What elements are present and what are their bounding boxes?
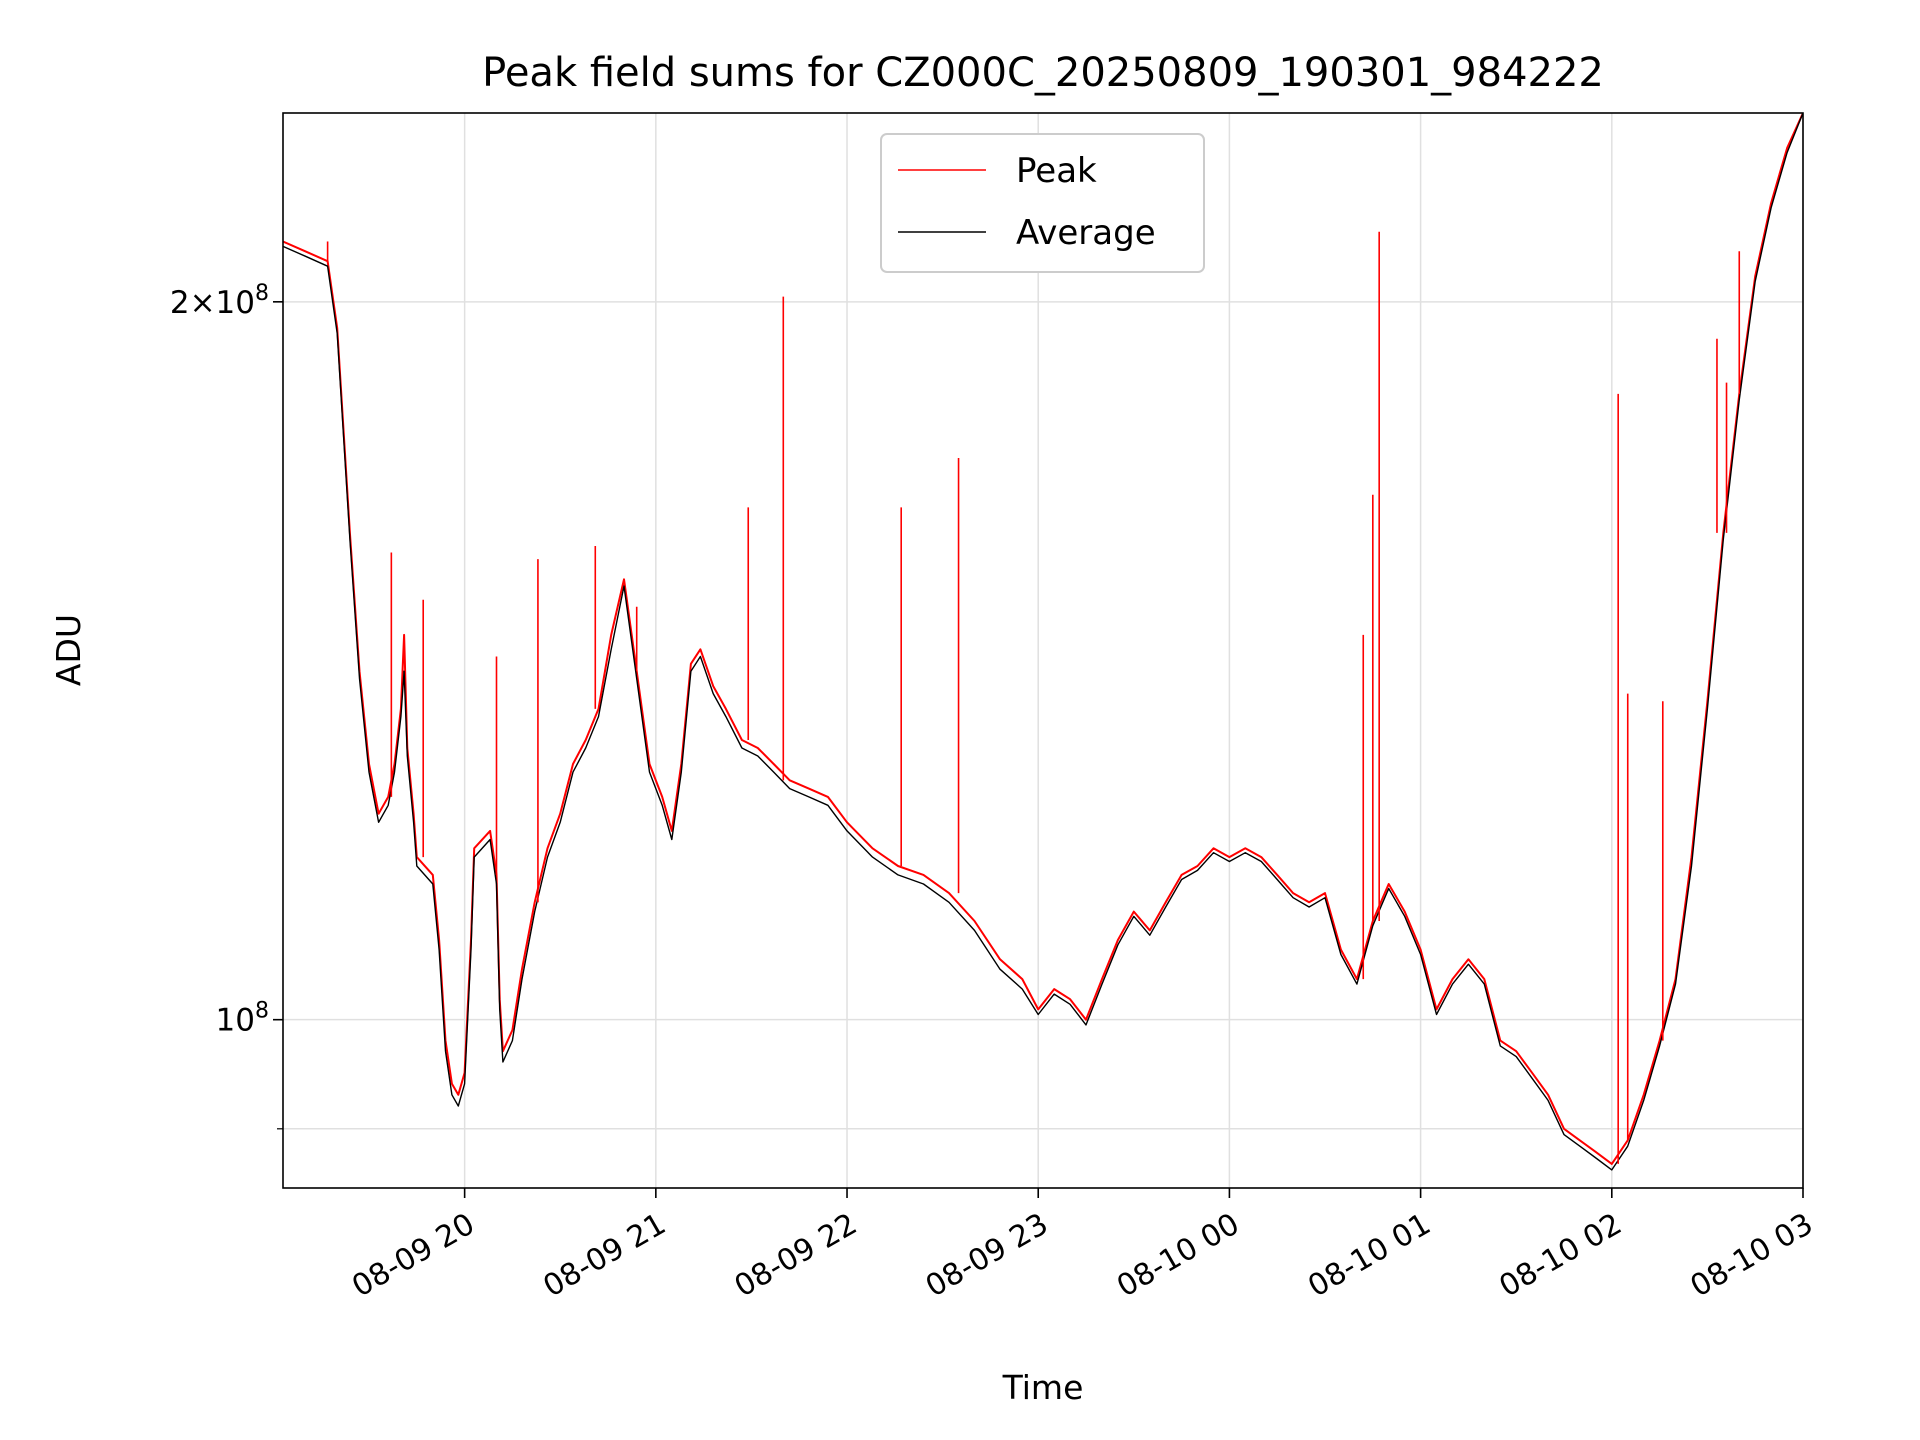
series-line-average bbox=[283, 113, 1803, 1171]
y-tick-label: 108 bbox=[216, 999, 269, 1039]
series-line-peak bbox=[283, 113, 1803, 1165]
legend: Peak Average bbox=[880, 133, 1205, 273]
series-layer bbox=[283, 113, 1803, 1171]
y-axis-label: ADU bbox=[49, 614, 88, 686]
legend-peak-label: Peak bbox=[1016, 151, 1097, 191]
legend-box bbox=[880, 133, 1205, 273]
axes-frame bbox=[282, 112, 1804, 1189]
x-axis-label: Time bbox=[1002, 1368, 1084, 1407]
chart-title: Peak field sums for CZ000C_20250809_1903… bbox=[482, 50, 1604, 96]
y-tick-label: 2×108 bbox=[170, 281, 269, 321]
plot-area bbox=[283, 113, 1803, 1171]
legend-average-label: Average bbox=[1016, 213, 1156, 253]
